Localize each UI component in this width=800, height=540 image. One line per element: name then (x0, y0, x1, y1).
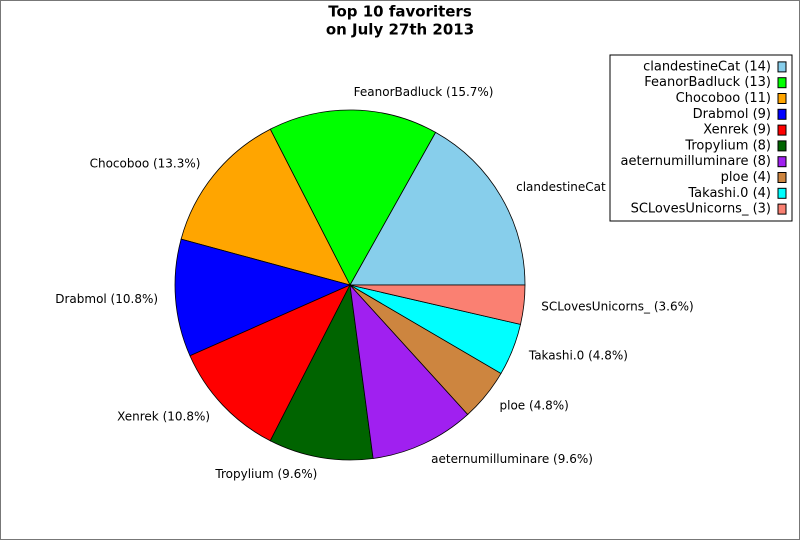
chart-title: Top 10 favoriters (328, 3, 472, 21)
legend-label: Tropylium (8) (684, 138, 771, 153)
legend-swatch (777, 187, 787, 199)
slice-label: Takashi.0 (4.8%) (528, 349, 628, 363)
pie-slice (180, 128, 351, 286)
chart-title: on July 27th 2013 (326, 21, 474, 39)
pie-slice (269, 283, 374, 461)
pie-slice (349, 284, 526, 325)
legend-swatch (777, 156, 787, 168)
pie-slice (349, 131, 526, 286)
slice-label: Drabmol (10.8%) (55, 292, 158, 306)
pie-slice (174, 238, 352, 357)
pie-slice (189, 284, 351, 442)
legend-swatch (777, 172, 787, 183)
slice-label: Tropylium (9.6%) (214, 467, 317, 481)
legend-swatch (777, 77, 787, 89)
slice-label: FeanorBadluck (15.7%) (354, 85, 494, 99)
legend-label: aeternumilluminare (8) (621, 154, 771, 169)
legend-swatch (777, 124, 787, 136)
legend-label: FeanorBadluck (13) (644, 75, 771, 90)
legend-label: Chocoboo (11) (676, 91, 771, 106)
slice-label: SCLovesUnicorns_ (3.6%) (541, 299, 693, 313)
legend-swatch (777, 140, 787, 152)
legend-box (609, 54, 793, 222)
legend-swatch (777, 61, 787, 73)
pie-slice (349, 283, 469, 459)
legend-swatch (777, 203, 787, 215)
pie-slice (269, 109, 437, 286)
legend-label: ploe (4) (721, 170, 771, 185)
legend-swatch (777, 108, 787, 120)
legend-label: Takashi.0 (4) (687, 186, 771, 201)
legend-label: SCLovesUnicorns_ (3) (631, 202, 771, 217)
legend-label: clandestineCat (14) (643, 59, 771, 74)
slice-label: aeternumilluminare (9.6%) (431, 452, 593, 466)
legend-swatch (777, 93, 787, 104)
legend-label: Xenrek (9) (703, 123, 771, 138)
slice-label: ploe (4.8%) (500, 399, 569, 413)
slice-label: Xenrek (10.8%) (117, 410, 210, 424)
legend-label: Drabmol (9) (693, 107, 771, 122)
slice-label: Chocoboo (13.3%) (90, 156, 201, 170)
